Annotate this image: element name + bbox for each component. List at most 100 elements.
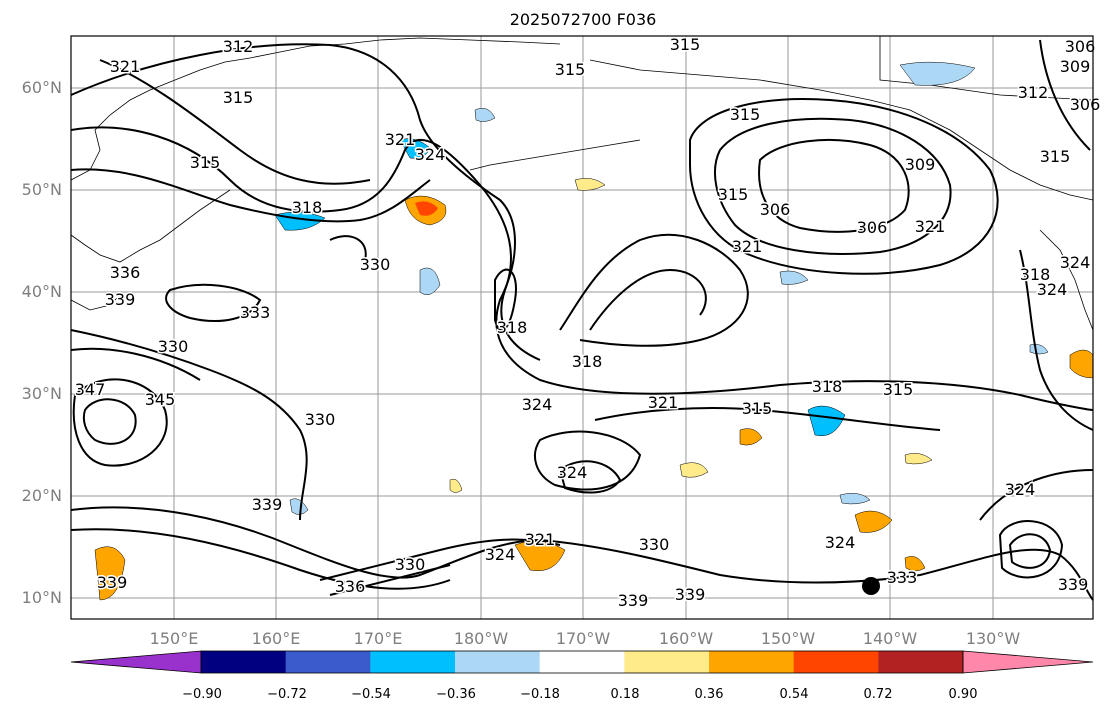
contour-label: 321 — [732, 237, 763, 256]
colorbar-tick-label: −0.90 — [182, 687, 222, 702]
colorbar-tick-label: 0.72 — [864, 687, 893, 702]
contour-label: 324 — [825, 533, 856, 552]
colorbar-tick-label: 0.18 — [611, 687, 640, 702]
contour-label: 318 — [497, 318, 528, 337]
contour-label: 315 — [742, 399, 773, 418]
contour-label: 324 — [1037, 280, 1068, 299]
contour-label: 315 — [670, 35, 701, 54]
coastlines — [70, 36, 1094, 331]
contour-label: 339 — [675, 585, 706, 604]
contour-label: 318 — [292, 198, 323, 217]
colorbar-segment — [624, 651, 710, 673]
location-marker — [862, 577, 880, 595]
contour-label: 321 — [648, 393, 679, 412]
colorbar-tick-label: 0.36 — [695, 687, 724, 702]
patch-positive — [94, 546, 126, 601]
lon-tick-label: 170°W — [556, 629, 611, 648]
lon-tick-label: 150°W — [761, 629, 816, 648]
lat-tick-label: 40°N — [22, 282, 62, 301]
colorbar-extend-low — [70, 650, 202, 674]
patch-weak-negative — [779, 270, 809, 285]
patch-weak-positive — [904, 453, 933, 465]
colorbar-segment — [878, 651, 964, 673]
patch-weak-positive — [574, 178, 606, 191]
contour-label: 315 — [190, 153, 221, 172]
lon-tick-label: 130°W — [966, 629, 1021, 648]
patch-negative — [399, 138, 431, 159]
patch-weak-negative — [899, 61, 976, 86]
contour-lines — [70, 39, 1094, 601]
map-frame — [70, 35, 1094, 620]
contour-label: 339 — [252, 495, 283, 514]
contour-label: 330 — [395, 555, 426, 574]
colorbar-segment — [370, 651, 456, 673]
lat-tick-label: 10°N — [22, 588, 62, 607]
lon-tick-label: 180°W — [454, 629, 509, 648]
lon-tick-label: 150°E — [150, 629, 199, 648]
contour-label: 330 — [639, 535, 670, 554]
contour-label: 339 — [618, 591, 649, 610]
colorbar-segment — [285, 651, 371, 673]
contour-label: 339 — [105, 290, 136, 309]
contour-label: 336 — [335, 577, 366, 596]
contour-label: 347 — [75, 380, 106, 399]
colorbar-tick-label: −0.72 — [267, 687, 307, 702]
colorbar-tick-label: −0.36 — [436, 687, 476, 702]
contour-label: 321 — [915, 217, 946, 236]
colorbar-extend-high — [962, 650, 1094, 674]
lat-tick-label: 30°N — [22, 384, 62, 403]
contour-label: 321 — [525, 530, 556, 549]
contour-label: 339 — [97, 573, 128, 592]
contour-label: 306 — [857, 218, 888, 237]
lon-tick-label: 140°W — [863, 629, 918, 648]
contour-label: 324 — [1060, 253, 1091, 272]
contour-label: 330 — [360, 255, 391, 274]
latitude-ticks: 60°N 50°N 40°N 30°N 20°N 10°N — [22, 78, 62, 607]
patch-weak-positive — [679, 462, 709, 478]
contour-label: 306 — [1065, 37, 1096, 56]
contour-label: 315 — [730, 105, 761, 124]
anomaly-patches — [94, 61, 1094, 601]
lat-tick-label: 50°N — [22, 180, 62, 199]
lon-tick-label: 170°E — [354, 629, 403, 648]
patch-weak-positive — [449, 478, 463, 493]
contour-label: 306 — [760, 200, 791, 219]
contour-label: 315 — [555, 60, 586, 79]
contour-label: 339 — [1058, 575, 1089, 594]
contour-label: 318 — [812, 377, 843, 396]
patch-negative — [807, 405, 846, 437]
lon-tick-label: 160°E — [252, 629, 301, 648]
contour-label: 324 — [485, 545, 516, 564]
contour-label: 324 — [415, 145, 446, 164]
colorbar-segment — [793, 651, 879, 673]
patch-weak-negative — [474, 108, 496, 122]
contour-label: 345 — [145, 390, 176, 409]
colorbar-tick-label: 0.54 — [780, 687, 809, 702]
contour-label: 330 — [305, 410, 336, 429]
contour-label: 321 — [110, 57, 141, 76]
patch-strong-positive — [415, 201, 438, 216]
contour-label: 333 — [240, 303, 271, 322]
contour-label: 318 — [1020, 265, 1051, 284]
map-background — [71, 36, 1093, 619]
patch-positive — [854, 510, 893, 533]
contour-label: 324 — [557, 463, 588, 482]
lat-tick-label: 20°N — [22, 486, 62, 505]
colorbar-segment — [539, 651, 625, 673]
colorbar-segment — [709, 651, 795, 673]
colorbar-tick-label: −0.54 — [351, 687, 391, 702]
contour-labels: 312 315 315 321 315 315 318 324 321 315 … — [73, 34, 1102, 612]
colorbar-tick-label: 0.90 — [949, 687, 978, 702]
contour-label: 309 — [905, 155, 936, 174]
patch-positive — [739, 428, 763, 446]
figure-title: 2025072700 F036 — [510, 10, 657, 29]
patch-weak-negative — [289, 498, 309, 515]
contour-label: 318 — [572, 352, 603, 371]
contour-label: 306 — [1070, 95, 1101, 114]
colorbar-segment — [455, 651, 541, 673]
contour-label: 324 — [522, 395, 553, 414]
contour-label: 330 — [158, 337, 189, 356]
colorbar-segment — [201, 651, 287, 673]
lon-tick-label: 160°W — [659, 629, 714, 648]
